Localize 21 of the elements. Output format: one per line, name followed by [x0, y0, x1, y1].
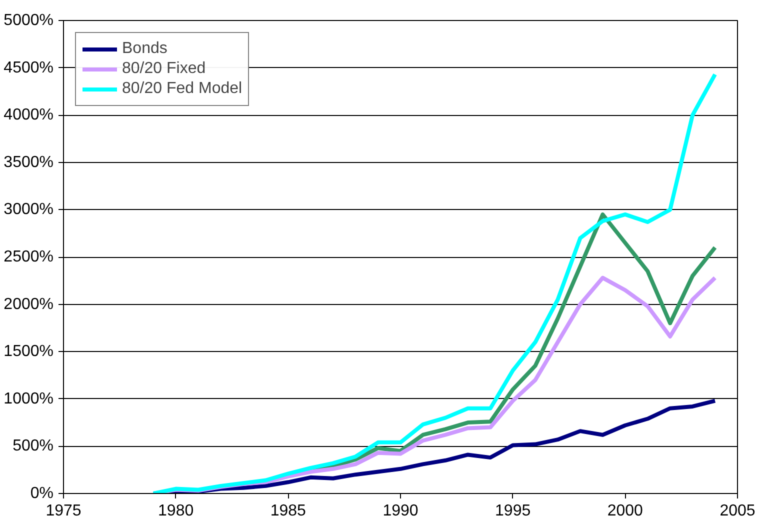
y-tick-label: 2000% — [4, 296, 54, 313]
x-tick-label: 1990 — [382, 502, 418, 518]
y-tick-label: 5000% — [4, 12, 54, 29]
y-tick-label: 1500% — [4, 343, 54, 360]
y-tick-label: 0% — [30, 485, 54, 502]
legend-label: Bonds — [122, 40, 168, 58]
y-tick-label: 2500% — [4, 248, 54, 266]
y-tick-label: 4000% — [4, 106, 54, 124]
x-tick-label: 1980 — [158, 502, 194, 518]
legend-label: 80/20 Fixed — [122, 60, 206, 78]
x-tick-label: 1985 — [270, 502, 306, 518]
x-tick-label: 2005 — [720, 502, 756, 518]
y-tick-label: 4500% — [4, 59, 54, 76]
x-tick-label: 2000 — [607, 502, 644, 518]
y-tick-label: 500% — [12, 438, 54, 455]
y-tick-label: 3500% — [4, 154, 54, 171]
x-tick-label: 1995 — [495, 502, 531, 518]
y-tick-label: 1000% — [4, 390, 54, 408]
legend-label: 80/20 Fed Model — [122, 80, 242, 98]
x-tick-label: 1975 — [46, 502, 82, 518]
y-tick-label: 3000% — [4, 201, 54, 218]
